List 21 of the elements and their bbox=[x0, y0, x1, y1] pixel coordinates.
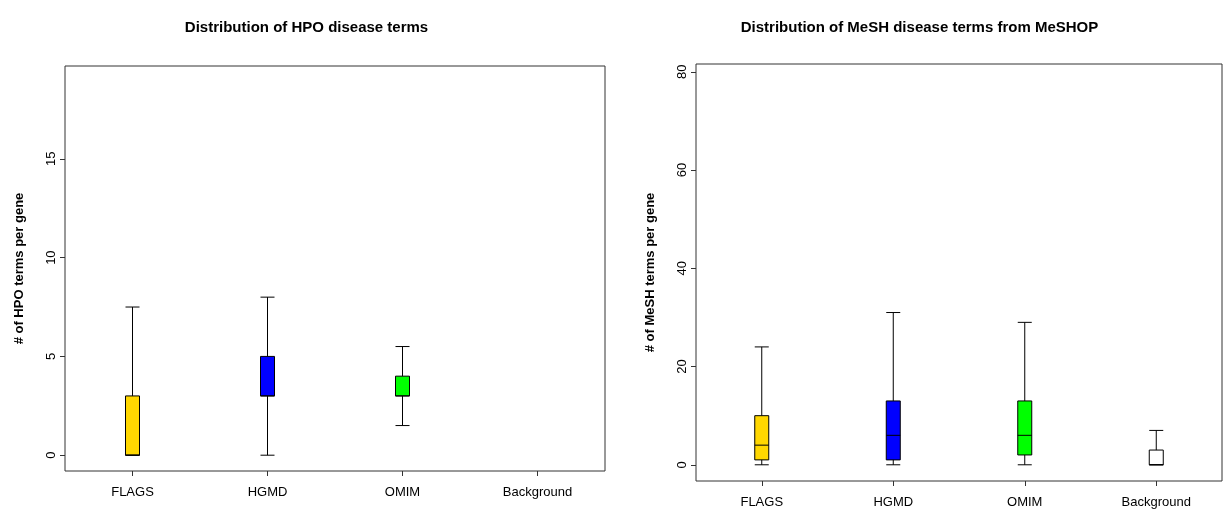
x-tick-label: Background bbox=[1121, 494, 1191, 509]
x-tick-label: HGMD bbox=[873, 494, 914, 509]
x-tick-label: FLAGS bbox=[111, 484, 155, 499]
y-tick-label: 5 bbox=[43, 352, 58, 361]
y-tick-label: 0 bbox=[674, 461, 689, 469]
y-tick-label: 40 bbox=[674, 261, 689, 276]
x-tick-label: Background bbox=[502, 484, 573, 499]
x-tick-label: OMIM bbox=[1007, 494, 1043, 509]
y-axis-title: # of MeSH terms per gene bbox=[642, 192, 657, 353]
x-tick-label: OMIM bbox=[384, 484, 421, 499]
y-tick-label: 20 bbox=[674, 359, 689, 374]
y-tick-label: 0 bbox=[43, 451, 58, 459]
x-tick-label: FLAGS bbox=[740, 494, 784, 509]
y-tick-label: 80 bbox=[674, 64, 689, 80]
y-axis-title: # of HPO terms per gene bbox=[11, 192, 26, 345]
y-tick-label: 15 bbox=[43, 151, 58, 167]
x-tick-label: HGMD bbox=[247, 484, 288, 499]
y-tick-label: 10 bbox=[43, 250, 58, 265]
y-tick-label: 60 bbox=[674, 162, 689, 178]
chart-title: Distribution of MeSH disease terms from MeSHOP bbox=[740, 18, 1099, 35]
chart-title: Distribution of HPO disease terms bbox=[184, 18, 429, 35]
